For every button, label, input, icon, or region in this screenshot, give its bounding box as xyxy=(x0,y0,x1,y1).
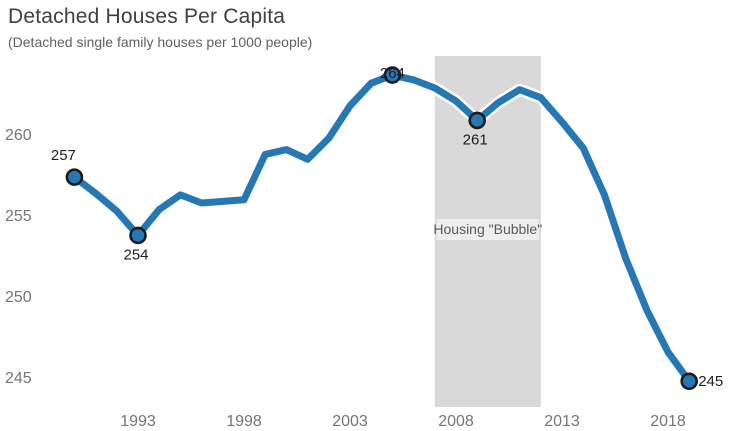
line-series xyxy=(70,71,693,385)
data-point-label: 261 xyxy=(463,131,488,148)
data-point-label: 245 xyxy=(698,373,723,390)
x-axis-tick-label: 2003 xyxy=(332,413,368,430)
data-point-label: 264 xyxy=(380,65,405,82)
data-point-label: 254 xyxy=(123,246,148,263)
data-point-marker[interactable] xyxy=(468,111,487,130)
data-point-marker[interactable] xyxy=(129,226,147,245)
band-label-bg xyxy=(436,219,539,240)
chart-subtitle: (Detached single family houses per 1000 … xyxy=(8,34,313,50)
y-axis-tick-label: 250 xyxy=(5,289,32,306)
y-axis-tick-label: 260 xyxy=(5,127,32,144)
y-axis-tick-label: 245 xyxy=(5,370,32,387)
x-axis-tick-label: 2013 xyxy=(544,413,580,430)
x-axis-tick-label: 1998 xyxy=(226,413,262,430)
x-axis-tick-label: 2018 xyxy=(650,413,686,430)
x-axis-tick-label: 2008 xyxy=(438,413,474,430)
line-series-casing xyxy=(68,69,696,388)
data-point-marker[interactable] xyxy=(680,372,699,391)
data-point-marker[interactable] xyxy=(383,66,402,84)
y-axis-tick-label: 255 xyxy=(5,208,32,225)
data-point-marker[interactable] xyxy=(65,168,84,186)
band-label: Housing "Bubble" xyxy=(433,221,542,237)
x-axis-tick-label: 1993 xyxy=(120,413,156,430)
data-point-label: 257 xyxy=(51,147,76,164)
chart-title: Detached Houses Per Capita xyxy=(8,5,286,28)
